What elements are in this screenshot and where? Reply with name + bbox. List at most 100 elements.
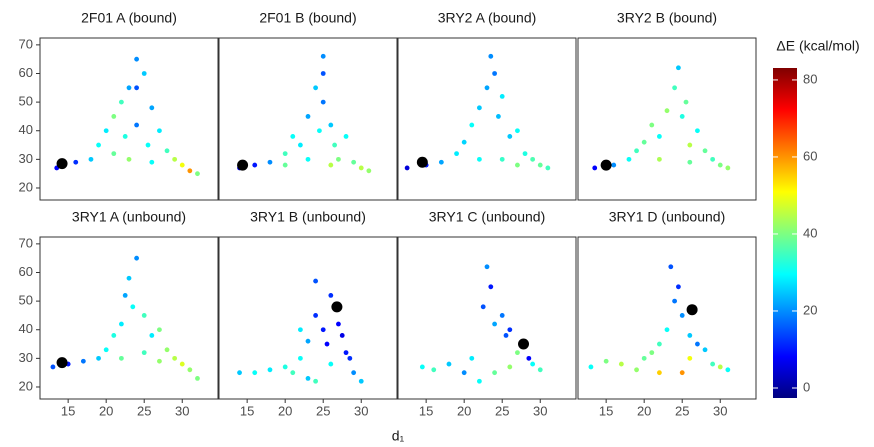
point — [664, 327, 670, 333]
point — [297, 142, 303, 148]
point — [499, 313, 505, 318]
point — [649, 350, 655, 356]
point — [454, 151, 459, 157]
point — [641, 355, 647, 361]
point — [656, 341, 662, 347]
point — [679, 370, 685, 376]
point — [134, 85, 140, 91]
point — [195, 375, 200, 381]
x-tick-label: 20 — [99, 403, 113, 418]
point — [358, 165, 364, 171]
point — [656, 134, 662, 139]
highlight-point — [416, 156, 428, 168]
point — [347, 355, 353, 361]
y-tick-label: 30 — [19, 350, 33, 365]
point — [537, 162, 543, 168]
point — [702, 148, 708, 154]
x-tick-label: 25 — [495, 403, 509, 418]
point — [499, 156, 505, 162]
y-tick-label: 70 — [19, 36, 33, 51]
point — [480, 304, 486, 310]
point — [507, 327, 513, 333]
point — [492, 321, 498, 327]
point — [702, 347, 708, 353]
point — [484, 85, 490, 91]
colorbar — [773, 68, 797, 398]
x-tick-label: 20 — [637, 403, 651, 418]
point — [332, 142, 338, 148]
panel-frame — [577, 236, 757, 400]
point — [725, 165, 731, 171]
point — [492, 370, 498, 376]
y-tick-label: 50 — [19, 293, 33, 308]
point — [626, 156, 632, 162]
point — [339, 333, 345, 338]
point — [492, 71, 498, 76]
point — [656, 156, 662, 162]
point — [126, 156, 132, 162]
point — [149, 333, 155, 338]
point — [320, 99, 326, 105]
point — [476, 156, 482, 162]
panel-title: 3RY2 A (bound) — [438, 10, 537, 26]
point — [488, 53, 494, 59]
point — [725, 367, 731, 373]
point — [461, 139, 467, 145]
point — [157, 128, 162, 134]
point — [118, 321, 124, 327]
point — [122, 292, 128, 298]
panel-title: 3RY1 A (unbound) — [72, 209, 186, 225]
point — [134, 255, 140, 261]
point — [710, 361, 716, 367]
point — [664, 108, 670, 114]
point — [317, 128, 322, 134]
point — [134, 56, 140, 62]
point — [320, 53, 326, 59]
panel-frame — [39, 236, 219, 400]
point — [103, 128, 109, 134]
point — [252, 370, 258, 376]
point — [530, 156, 536, 162]
point — [290, 134, 296, 139]
point — [96, 355, 101, 361]
point — [419, 364, 425, 370]
highlight-point — [56, 158, 68, 170]
highlight-point — [331, 301, 343, 313]
point — [141, 313, 147, 318]
colorbar-title: ΔE (kcal/mol) — [776, 38, 859, 54]
point — [252, 162, 258, 168]
point — [187, 367, 193, 373]
point — [634, 367, 639, 373]
y-tick-label: 60 — [19, 264, 33, 279]
point — [484, 264, 490, 270]
point — [141, 71, 147, 76]
point — [305, 156, 311, 162]
point — [282, 151, 288, 157]
point — [641, 139, 647, 145]
point — [103, 347, 109, 353]
point — [305, 338, 311, 344]
point — [404, 165, 410, 171]
y-tick-label: 40 — [19, 321, 33, 336]
point — [683, 99, 689, 105]
point — [164, 148, 170, 154]
point — [172, 156, 178, 162]
panel-frame — [577, 37, 757, 201]
colorbar-tick-label: 20 — [803, 302, 817, 317]
point — [676, 65, 681, 71]
point — [324, 341, 330, 347]
point — [336, 321, 341, 327]
y-tick-label: 20 — [19, 378, 33, 393]
panel-frame — [218, 37, 398, 201]
point — [438, 159, 444, 165]
x-tick-label: 30 — [354, 403, 368, 418]
point — [469, 355, 475, 361]
point — [695, 128, 700, 134]
y-tick-label: 40 — [19, 122, 33, 137]
highlight-point — [686, 304, 698, 316]
y-tick-label: 60 — [19, 65, 33, 80]
colorbar-tick-label: 0 — [803, 379, 810, 394]
point — [157, 327, 162, 333]
point — [179, 361, 185, 367]
